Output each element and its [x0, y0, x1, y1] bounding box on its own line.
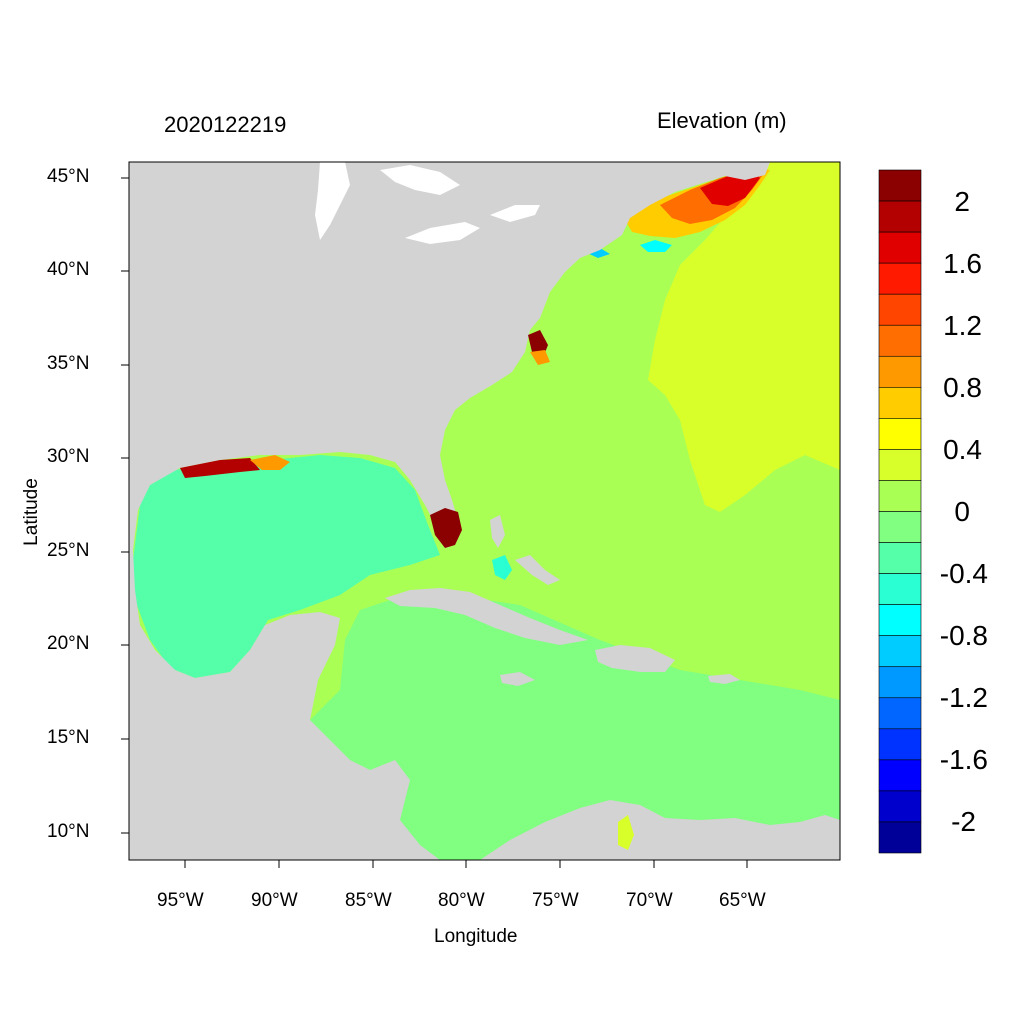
lake-michigan: [315, 162, 350, 240]
lake-ontario: [490, 205, 540, 222]
x-tick-label: 80°W: [438, 890, 485, 911]
louisiana-surge-patch: [180, 458, 260, 478]
timestamp-label: 2020122219: [164, 112, 287, 137]
colorbar-swatch: [878, 573, 922, 605]
colorbar-swatch: [878, 418, 922, 450]
colorbar-swatch: [878, 480, 922, 512]
colorbar-swatch: [878, 355, 922, 388]
cuba-land: [385, 588, 588, 645]
axis-ticks: [121, 177, 748, 868]
x-tick-label: 95°W: [157, 890, 204, 911]
colorbar-swatch: [878, 262, 922, 295]
y-tick-label: 35°N: [47, 353, 90, 374]
colorbar-swatch: [878, 759, 922, 792]
colorbar-swatch: [878, 604, 922, 636]
y-tick-label: 25°N: [47, 540, 90, 561]
colorbar: [878, 169, 922, 854]
colorbar-swatch: [878, 293, 922, 326]
bahamas-land-south: [515, 555, 560, 585]
y-tick-label: 40°N: [47, 259, 90, 280]
hispaniola-land: [595, 645, 675, 672]
colorbar-swatch: [878, 666, 922, 699]
x-axis-title: Longitude: [434, 926, 518, 947]
puerto-rico-land: [708, 674, 740, 684]
lake-erie: [405, 222, 480, 244]
colorbar-label: 0: [954, 496, 970, 527]
x-tick-label: 85°W: [345, 890, 392, 911]
colorbar-label: -0.8: [939, 620, 988, 651]
lake-huron: [380, 165, 460, 195]
south-america-land: [480, 800, 840, 860]
colorbar-swatch: [878, 635, 922, 668]
y-tick-label: 30°N: [47, 446, 90, 467]
colorbar-label: -2: [951, 806, 976, 837]
x-tick-label: 90°W: [251, 890, 298, 911]
colorbar-swatch: [878, 169, 922, 202]
y-tick-label: 15°N: [47, 727, 90, 748]
pamlico-surge-patch: [530, 350, 550, 365]
florida-surge-patch: [430, 508, 462, 548]
colorbar-swatch: [878, 387, 922, 419]
y-tick-label: 45°N: [47, 166, 90, 187]
y-tick-label: 20°N: [47, 633, 90, 654]
long-island-sound-field: [640, 240, 672, 252]
colorbar-swatch: [878, 231, 922, 264]
colorbar-swatch: [878, 697, 922, 730]
colorbar-swatch: [878, 542, 922, 574]
gulf-of-mexico-field: [133, 455, 440, 678]
colorbar-label: 2: [954, 186, 970, 217]
colorbar-label: -0.4: [939, 558, 988, 589]
colorbar-swatch: [878, 324, 922, 357]
colorbar-label: 0.8: [943, 372, 982, 403]
variable-title: Elevation (m): [657, 108, 787, 133]
map-panel: [129, 162, 840, 860]
x-tick-label: 70°W: [626, 890, 673, 911]
x-tick-label: 75°W: [532, 890, 579, 911]
y-tick-label: 10°N: [47, 821, 90, 842]
colorbar-label: -1.2: [939, 682, 988, 713]
bahamas-land: [490, 515, 505, 548]
jamaica-land: [500, 672, 535, 686]
y-axis-title: Latitude: [21, 478, 42, 546]
colorbar-label: 1.2: [943, 310, 982, 341]
colorbar-swatch: [878, 728, 922, 761]
lake-maracaibo: [618, 815, 634, 850]
colorbar-swatch: [878, 821, 922, 854]
x-tick-label: 65°W: [719, 890, 766, 911]
colorbar-label: 1.6: [943, 248, 982, 279]
mobile-bay-surge-patch: [250, 455, 290, 470]
north-atlantic-high-field: [648, 162, 840, 512]
colorbar-swatch: [878, 511, 922, 543]
map-frame: [128, 161, 841, 861]
colorbar-label: 0.4: [943, 434, 982, 465]
colorbar-label: -1.6: [939, 744, 988, 775]
bahamas-field: [492, 555, 512, 580]
colorbar-swatch: [878, 449, 922, 481]
